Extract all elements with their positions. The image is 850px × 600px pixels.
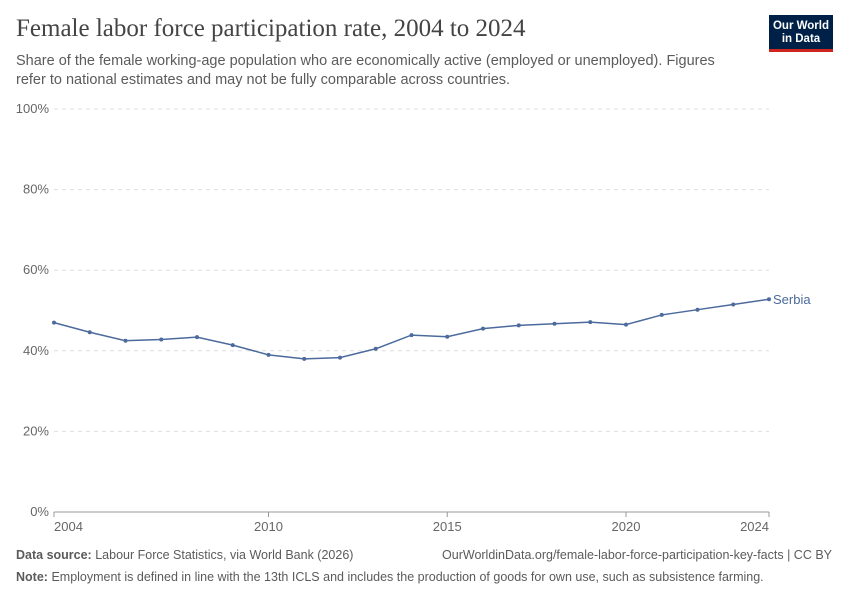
data-point bbox=[87, 330, 92, 335]
source-text[interactable]: Labour Force Statistics, via World Bank … bbox=[95, 548, 354, 562]
y-tick-label: 80% bbox=[23, 182, 49, 197]
series-label: Serbia bbox=[773, 292, 811, 307]
note-text: Employment is defined in line with the 1… bbox=[51, 570, 764, 584]
data-point bbox=[624, 322, 628, 327]
data-point bbox=[767, 297, 771, 302]
data-point bbox=[481, 326, 485, 331]
x-tick-label: 2004 bbox=[54, 519, 83, 534]
y-tick-label: 20% bbox=[23, 423, 49, 438]
data-point bbox=[552, 321, 557, 326]
data-point bbox=[230, 343, 235, 348]
data-point bbox=[659, 312, 664, 317]
data-point bbox=[338, 355, 342, 360]
data-point bbox=[52, 320, 56, 325]
data-point bbox=[266, 352, 271, 357]
y-tick-label: 60% bbox=[23, 262, 49, 277]
owid-logo[interactable]: Our World in Data bbox=[769, 15, 833, 52]
data-point bbox=[159, 337, 164, 342]
y-tick-label: 100% bbox=[16, 101, 50, 116]
logo-line-1: Our World bbox=[772, 20, 829, 32]
data-point bbox=[409, 333, 414, 338]
chart-title: Female labor force participation rate, 2… bbox=[16, 15, 526, 42]
source-url[interactable]: OurWorldinData.org/female-labor-force-pa… bbox=[442, 548, 832, 562]
data-point bbox=[195, 335, 199, 340]
note-label: Note: bbox=[16, 570, 48, 584]
series-line bbox=[53, 298, 770, 360]
data-point bbox=[445, 334, 450, 339]
data-point bbox=[695, 307, 700, 312]
data-point bbox=[302, 356, 307, 361]
x-tick-label: 2010 bbox=[254, 519, 283, 534]
footnote: Note: Employment is defined in line with… bbox=[16, 570, 764, 584]
x-tick-label: 2024 bbox=[740, 519, 769, 534]
source-label: Data source: bbox=[16, 548, 92, 562]
logo-line-2: in Data bbox=[781, 33, 821, 45]
data-point bbox=[588, 320, 593, 325]
data-point bbox=[516, 323, 521, 328]
x-tick-label: 2020 bbox=[612, 519, 641, 534]
y-tick-label: 40% bbox=[23, 343, 49, 358]
y-tick-label: 0% bbox=[30, 504, 49, 519]
data-point bbox=[731, 302, 736, 307]
data-source: Data source: Labour Force Statistics, vi… bbox=[16, 548, 353, 562]
data-point bbox=[373, 346, 378, 351]
chart-subtitle: Share of the female working-age populati… bbox=[16, 53, 715, 88]
data-point bbox=[123, 338, 128, 343]
x-tick-label: 2015 bbox=[433, 519, 462, 534]
